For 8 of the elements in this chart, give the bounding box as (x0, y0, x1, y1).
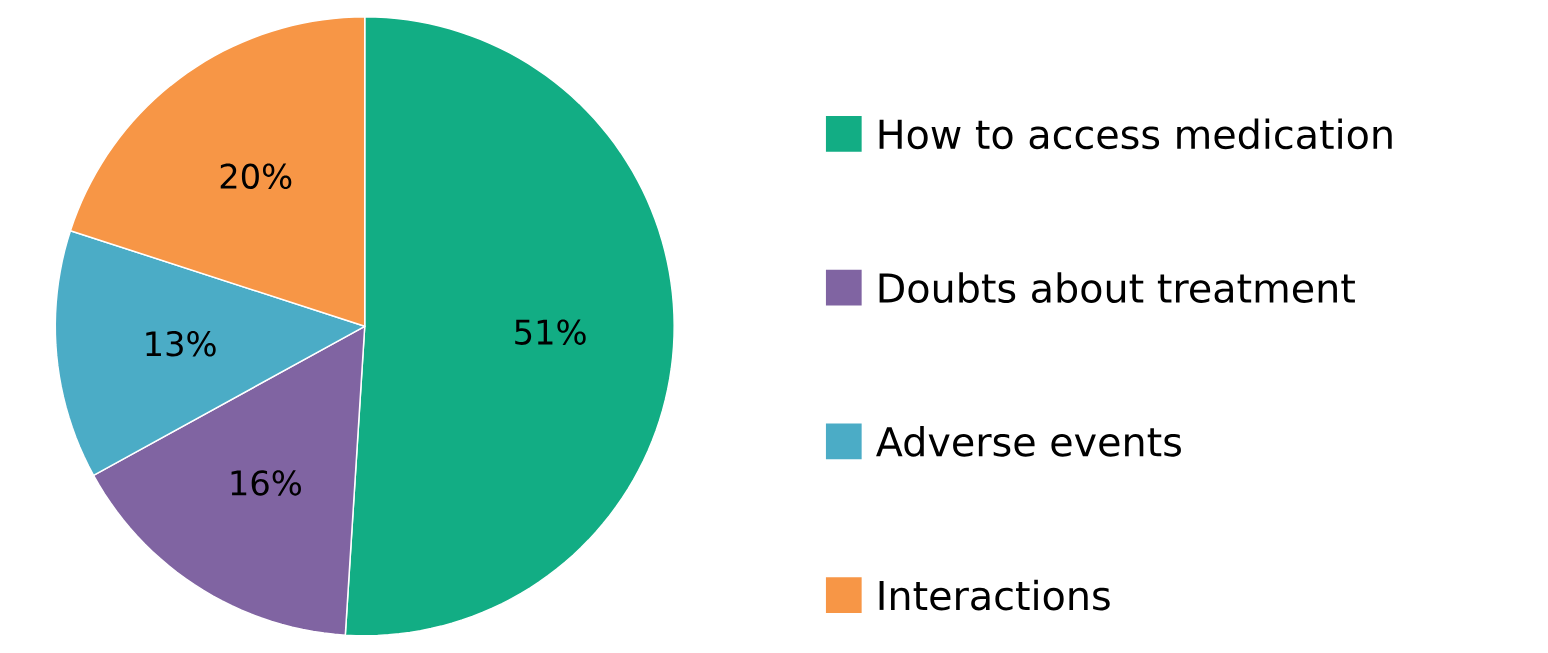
legend-label: Doubts about treatment (879, 272, 1355, 304)
data-label: 13% (146, 331, 216, 357)
data-label: 51% (515, 319, 586, 346)
data-label: 20% (220, 163, 292, 190)
legend-label: How to access medication (879, 118, 1392, 150)
legend-label: Adverse events (876, 426, 1181, 457)
data-label: 16% (231, 470, 301, 496)
legend-label: Interactions (879, 579, 1110, 611)
